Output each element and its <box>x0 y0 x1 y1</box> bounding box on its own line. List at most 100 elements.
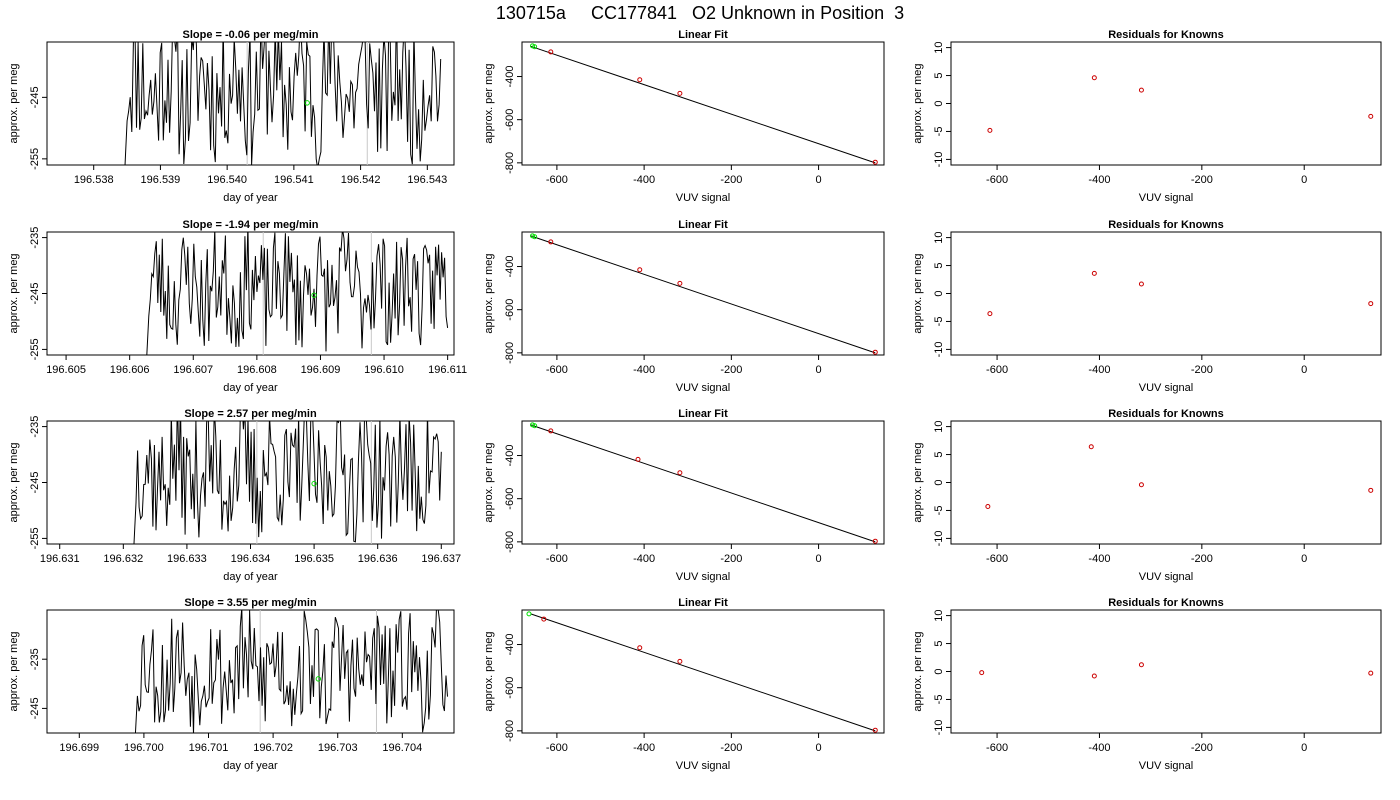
unknown-marker <box>311 480 317 487</box>
known-point <box>637 645 643 651</box>
x-tick-label: 196.704 <box>382 742 422 754</box>
known-point <box>1368 113 1374 119</box>
x-tick-label: 196.703 <box>318 742 358 754</box>
unknown-marker <box>311 292 317 298</box>
panel-frame <box>950 41 1382 166</box>
x-tick-label: 196.539 <box>141 174 181 186</box>
known-point <box>1091 75 1097 81</box>
y-tick-label: -255 <box>29 148 41 170</box>
panel-title: Residuals for Knowns <box>1108 219 1224 231</box>
y-tick-label: -235 <box>29 227 41 249</box>
x-tick-label: -400 <box>633 364 655 376</box>
x-tick-label: 196.633 <box>167 553 207 565</box>
x-tick-label: 196.611 <box>428 364 467 376</box>
y-tick-label: -400 <box>504 256 516 278</box>
x-tick-label: 0 <box>816 553 822 565</box>
x-tick-label: 196.632 <box>103 553 143 565</box>
x-tick-label: 196.540 <box>207 174 247 186</box>
known-point <box>677 470 683 476</box>
y-tick-label: -600 <box>504 488 516 510</box>
x-tick-label: 196.610 <box>364 364 404 376</box>
x-tick-label: 196.631 <box>40 553 80 565</box>
y-tick-label: -10 <box>933 151 945 167</box>
known-point <box>1368 487 1374 493</box>
y-tick-label: 5 <box>933 72 945 78</box>
y-tick-label: -600 <box>504 109 516 131</box>
x-tick-label: 196.543 <box>407 174 447 186</box>
x-tick-label: -600 <box>986 553 1008 565</box>
x-axis-label: VUV signal <box>1139 382 1193 394</box>
known-point <box>677 90 683 96</box>
y-axis-label: approx. per meg <box>483 253 495 333</box>
x-tick-label: -400 <box>633 742 655 754</box>
y-axis-label: approx. per meg <box>483 442 495 522</box>
x-tick-label: -600 <box>986 364 1008 376</box>
y-tick-label: -245 <box>29 282 41 304</box>
x-tick-label: -400 <box>633 174 655 186</box>
y-tick-label: -235 <box>29 648 41 670</box>
y-tick-label: -10 <box>933 341 945 357</box>
x-tick-label: 196.605 <box>46 364 86 376</box>
known-point <box>987 127 993 133</box>
x-tick-label: -400 <box>1088 364 1110 376</box>
x-tick-label: 196.634 <box>231 553 271 565</box>
y-tick-label: -800 <box>504 531 516 553</box>
known-point <box>1368 301 1374 307</box>
x-axis-label: VUV signal <box>1139 760 1193 772</box>
x-tick-label: 196.701 <box>189 742 229 754</box>
y-tick-label: -800 <box>504 720 516 742</box>
x-tick-label: 196.609 <box>301 364 341 376</box>
x-axis-label: day of year <box>223 192 278 204</box>
x-tick-label: 0 <box>1301 742 1307 754</box>
known-point <box>1091 270 1097 276</box>
x-tick-label: -200 <box>720 553 742 565</box>
fit-line <box>530 45 876 164</box>
y-axis-label: approx. per meg <box>8 442 20 522</box>
y-tick-label: -400 <box>504 445 516 467</box>
known-point <box>987 311 993 317</box>
x-tick-label: -600 <box>546 174 568 186</box>
y-tick-label: -10 <box>933 719 945 735</box>
y-tick-label: -5 <box>933 127 945 137</box>
x-tick-label: 196.541 <box>274 174 314 186</box>
x-tick-label: -600 <box>546 742 568 754</box>
x-axis-label: VUV signal <box>1139 571 1193 583</box>
x-tick-label: -400 <box>1088 174 1110 186</box>
x-tick-label: 196.538 <box>74 174 114 186</box>
x-axis-label: VUV signal <box>676 192 730 204</box>
y-tick-label: -255 <box>29 527 41 549</box>
fit-line <box>530 235 876 354</box>
x-tick-label: -200 <box>1191 553 1213 565</box>
y-axis-label: approx. per meg <box>912 253 924 333</box>
x-axis-label: VUV signal <box>676 571 730 583</box>
y-tick-label: -400 <box>504 66 516 88</box>
x-tick-label: -200 <box>1191 364 1213 376</box>
x-tick-label: 0 <box>816 174 822 186</box>
unknown-point <box>526 611 532 617</box>
panel-title: Slope = -1.94 per meg/min <box>182 219 318 231</box>
y-tick-label: 0 <box>933 100 945 106</box>
x-tick-label: 196.637 <box>421 553 461 565</box>
known-point <box>635 456 641 462</box>
y-tick-label: -600 <box>504 299 516 321</box>
known-point <box>1138 87 1144 93</box>
x-tick-label: 196.542 <box>341 174 381 186</box>
panel-title: Slope = 2.57 per meg/min <box>184 408 317 420</box>
known-point <box>872 538 878 544</box>
y-tick-label: -800 <box>504 152 516 174</box>
panel-title: Residuals for Knowns <box>1108 597 1224 609</box>
panel-frame <box>950 609 1382 734</box>
x-tick-label: -200 <box>720 742 742 754</box>
x-tick-label: 196.699 <box>59 742 99 754</box>
panel-frame <box>521 609 885 734</box>
x-tick-label: 0 <box>1301 364 1307 376</box>
panel-frame <box>46 609 455 734</box>
known-point <box>637 267 643 273</box>
panel-frame <box>950 420 1382 545</box>
panel-title: Linear Fit <box>678 219 728 231</box>
time-series-trace <box>124 42 442 165</box>
x-tick-label: 196.608 <box>237 364 277 376</box>
panel-title: Slope = -0.06 per meg/min <box>182 29 318 41</box>
panel-title: Linear Fit <box>678 408 728 420</box>
x-tick-label: 196.607 <box>173 364 213 376</box>
